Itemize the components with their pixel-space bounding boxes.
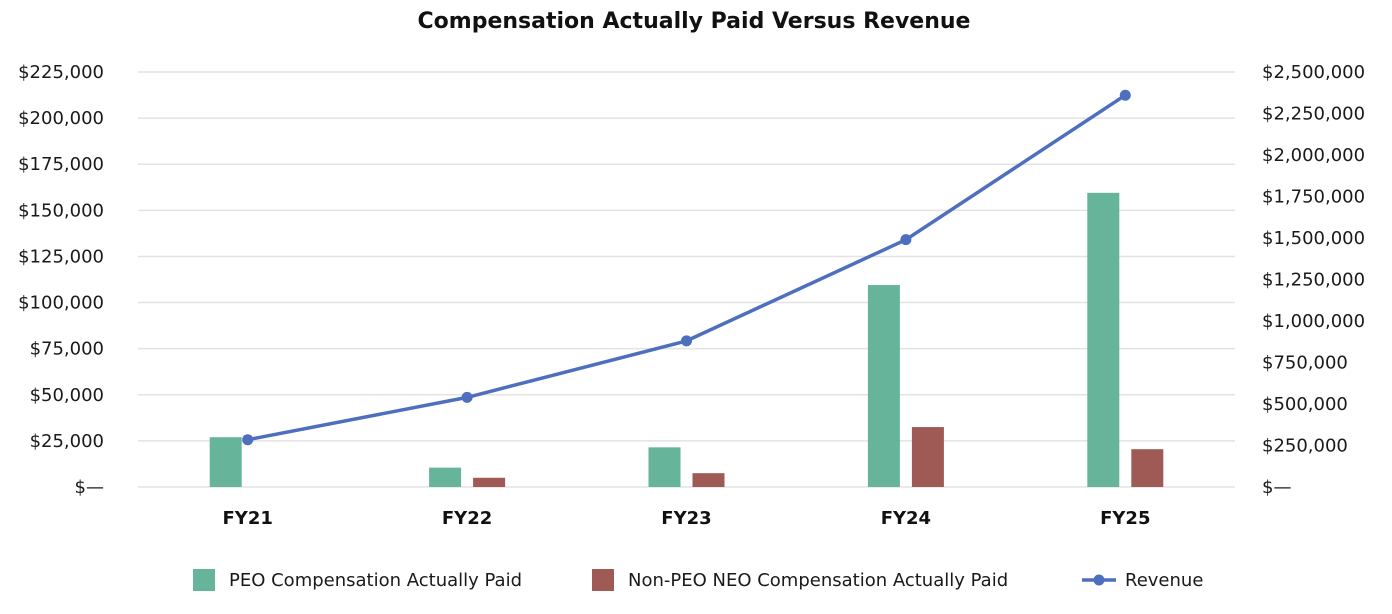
revenue-point	[681, 335, 692, 347]
revenue-point	[1119, 89, 1131, 101]
right-tick-label: $2,000,000	[1262, 145, 1365, 166]
right-tick-label: $500,000	[1262, 394, 1348, 415]
left-tick-label: $25,000	[30, 431, 104, 452]
right-axis: $— $250,000 $500,000 $750,000 $1,000,000 $1,2…	[1262, 62, 1365, 498]
right-tick-label: $1,500,000	[1262, 228, 1365, 249]
left-tick-label: $200,000	[18, 108, 104, 129]
left-tick-label: $50,000	[30, 385, 104, 406]
legend-label: Revenue	[1125, 570, 1203, 591]
legend-line-marker	[1093, 574, 1105, 586]
right-tick-label: $750,000	[1262, 353, 1348, 374]
left-tick-label: $150,000	[18, 200, 104, 221]
right-tick-label: $1,750,000	[1262, 187, 1365, 208]
peo-compensation-bar	[648, 447, 681, 487]
legend-label: PEO Compensation Actually Paid	[229, 570, 522, 591]
category-label: FY22	[442, 508, 492, 529]
grid-layer	[138, 71, 1235, 488]
category-label: FY21	[223, 508, 273, 529]
peo-compensation-bar	[867, 285, 900, 487]
left-tick-label: $125,000	[18, 246, 104, 267]
legend-swatch	[592, 569, 614, 591]
peo-compensation-bar	[429, 467, 462, 487]
right-tick-label: $250,000	[1262, 436, 1348, 457]
revenue-point	[461, 391, 473, 403]
right-tick-label: $—	[1262, 477, 1291, 498]
revenue-line-layer	[242, 89, 1131, 446]
right-tick-label: $1,250,000	[1262, 270, 1365, 291]
x-axis: FY21 FY22 FY23 FY24 FY25	[223, 508, 1151, 529]
category-label: FY24	[881, 508, 931, 529]
revenue-point	[900, 234, 912, 246]
left-tick-label: $100,000	[18, 293, 104, 314]
right-tick-label: $2,250,000	[1262, 104, 1365, 125]
non-peo-neo-compensation-bar	[1131, 449, 1164, 487]
category-label: FY25	[1100, 508, 1150, 529]
bars-layer	[209, 192, 1164, 488]
peo-compensation-bar	[1087, 192, 1120, 488]
category-label: FY23	[661, 508, 711, 529]
legend-swatch	[193, 569, 215, 591]
non-peo-neo-compensation-bar	[692, 473, 725, 487]
revenue-point	[242, 434, 254, 446]
peo-compensation-bar	[209, 437, 242, 487]
left-tick-label: $175,000	[18, 154, 104, 175]
chart-title: Compensation Actually Paid Versus Revenu…	[418, 9, 971, 34]
right-tick-label: $1,000,000	[1262, 311, 1365, 332]
left-axis: $— $25,000 $50,000 $75,000 $100,000 $125,000 $…	[18, 62, 104, 498]
left-tick-label: $225,000	[18, 62, 104, 83]
legend-label: Non-PEO NEO Compensation Actually Paid	[628, 570, 1008, 591]
right-tick-label: $2,500,000	[1262, 62, 1365, 83]
revenue-line	[247, 93, 1127, 442]
non-peo-neo-compensation-bar	[473, 477, 506, 487]
left-tick-label: $—	[75, 477, 104, 498]
left-tick-label: $75,000	[30, 339, 104, 360]
non-peo-neo-compensation-bar	[911, 427, 944, 487]
legend: PEO Compensation Actually Paid Non-PEO NE…	[193, 569, 1203, 591]
